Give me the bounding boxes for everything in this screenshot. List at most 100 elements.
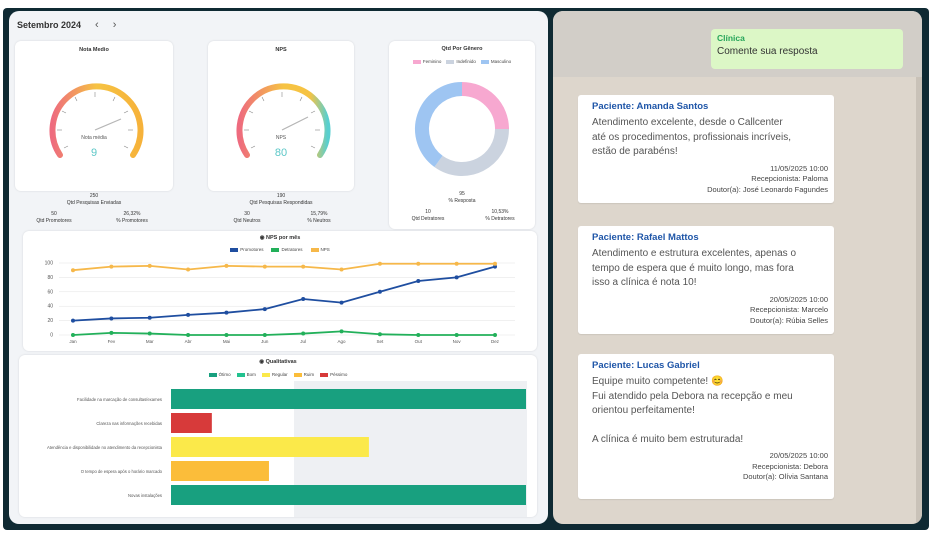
data-point[interactable] [301, 297, 306, 301]
message-recepcionista: Recepcionista: Debora [752, 461, 828, 471]
data-point[interactable] [186, 333, 191, 337]
data-point[interactable] [454, 275, 459, 280]
nps-stat2-label: % Neutros [307, 218, 331, 224]
nota-media-stat1: 50 Qtd Promotores [19, 211, 89, 225]
x-tick-label: Nov [453, 339, 462, 344]
nps-stat2: 15,79% % Neutros [284, 211, 354, 225]
data-point[interactable] [109, 330, 114, 335]
data-point[interactable] [109, 316, 114, 321]
donut-slice[interactable] [415, 82, 463, 168]
data-point[interactable] [301, 331, 306, 336]
data-point[interactable] [377, 332, 382, 337]
data-point[interactable] [493, 261, 497, 266]
message-line: Fui atendido pela Debora na recepção e m… [592, 390, 793, 402]
x-tick-label: Ago [338, 339, 347, 344]
donut-slice[interactable] [434, 128, 509, 176]
data-point[interactable] [493, 264, 497, 269]
chat-scrollbar[interactable] [916, 77, 922, 524]
nps-gauge [236, 83, 331, 158]
nps-card: NPS NPS 80 [208, 41, 354, 191]
data-point[interactable] [416, 279, 421, 283]
data-point[interactable] [454, 261, 459, 266]
data-point[interactable] [224, 310, 229, 315]
data-point[interactable] [377, 261, 382, 266]
data-point[interactable] [147, 315, 152, 320]
data-point[interactable] [262, 307, 267, 312]
x-tick-label: Jul [300, 339, 306, 344]
data-point[interactable] [339, 329, 344, 334]
x-tick-label: Mar [146, 339, 154, 344]
legend-item: Bom [236, 372, 256, 377]
qualitativas-card: ◉ Qualitativas Ótimo Bom Regular Ruim Péssim… [19, 355, 537, 517]
bar[interactable] [171, 485, 526, 505]
legend-item: Masculino [480, 59, 511, 64]
legend-label: Ruim [303, 372, 315, 377]
data-point[interactable] [262, 264, 267, 269]
legend-swatch [236, 372, 245, 377]
data-point[interactable] [71, 268, 75, 273]
bar[interactable] [171, 437, 369, 457]
data-point[interactable] [493, 333, 497, 337]
data-point[interactable] [109, 264, 114, 269]
nota-media-stat1-value: 50 [51, 211, 57, 217]
nps-total-label: Qtd Pesquisas Respondidas [249, 200, 313, 206]
message-line: orientou perfeitamente! [592, 405, 695, 416]
legend-label: Indefinido [456, 59, 476, 64]
nps-title: NPS [275, 47, 287, 53]
message-doutor: Doutor(a): Rúbia Selles [750, 315, 828, 325]
nota-media-total-label: Qtd Pesquisas Enviadas [66, 200, 122, 206]
legend-swatch [310, 247, 319, 252]
message-doutor: Doutor(a): Olívia Santana [742, 472, 828, 481]
data-point[interactable] [224, 333, 229, 337]
legend-swatch [446, 59, 455, 64]
chevron-left-icon[interactable]: ‹ [95, 19, 99, 31]
legend-item: Ótimo [208, 372, 231, 377]
genero-legend: Feminino Indefinido Masculino [389, 59, 535, 64]
series-line [72, 330, 495, 336]
data-point[interactable] [224, 263, 229, 268]
legend-item: Indefinido [446, 59, 476, 64]
qualitativas-legend: Ótimo Bom Regular Ruim Péssimo [19, 372, 537, 377]
x-tick-label: Fev [108, 339, 116, 344]
data-point[interactable] [454, 333, 459, 337]
y-tick-label: 60 [47, 289, 53, 295]
data-point[interactable] [301, 264, 306, 269]
category-label: Clareza nas informações recebidas [96, 421, 162, 426]
nps-stat1: 30 Qtd Neutros [212, 211, 282, 225]
data-point[interactable] [186, 312, 191, 317]
nps-total-value: 190 [276, 193, 286, 199]
legend-swatch [320, 372, 329, 377]
message-meta: 20/05/2025 10:00 Recepcionista: Marcelo … [592, 295, 828, 327]
data-point[interactable] [262, 333, 267, 337]
legend-item: NPS [310, 247, 330, 252]
bar[interactable] [171, 389, 526, 409]
nps-stat1-value: 30 [244, 211, 250, 217]
x-tick-label: Abr [185, 339, 193, 344]
data-point[interactable] [147, 331, 152, 336]
bar[interactable] [171, 413, 212, 433]
nota-media-total-value: 250 [89, 193, 99, 199]
nps-mes-line-chart: 0 20 40 60 80 100 Jan Fev Mar Abr Mai Jun Jul Ago Set O… [45, 261, 515, 344]
donut-slice[interactable] [461, 82, 509, 130]
bar[interactable] [171, 461, 269, 481]
data-point[interactable] [339, 267, 344, 272]
data-point[interactable] [147, 263, 152, 268]
data-point[interactable] [71, 333, 75, 337]
data-point[interactable] [377, 289, 382, 294]
data-point[interactable] [416, 333, 421, 337]
data-point[interactable] [339, 300, 344, 305]
genero-stat1-value: 10 [425, 209, 431, 215]
genero-title: Qtd Por Gênero [441, 46, 483, 52]
message-doutor: Doutor(a): José Leonardo Fagundes [707, 184, 828, 194]
qualitativas-title: ◉ Qualitativas [19, 359, 537, 365]
legend-swatch [230, 247, 239, 252]
chevron-right-icon[interactable]: › [112, 19, 117, 31]
data-point[interactable] [416, 261, 421, 266]
nota-media-stat1-label: Qtd Promotores [36, 218, 72, 224]
nota-media-stat2: 26,32% % Promotores [97, 211, 167, 225]
legend-label: Péssimo [330, 372, 348, 377]
nps-value: 80 [274, 147, 288, 159]
legend-item: Péssimo [320, 372, 347, 377]
data-point[interactable] [186, 267, 191, 272]
data-point[interactable] [71, 318, 75, 323]
